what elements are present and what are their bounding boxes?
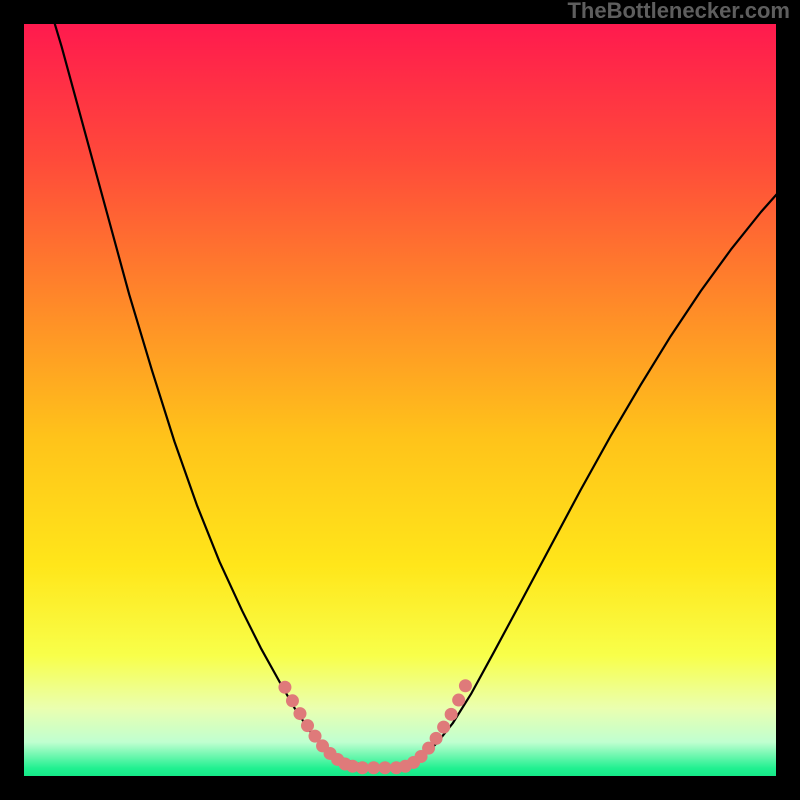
- highlight-marker: [452, 694, 465, 707]
- watermark-text: TheBottlenecker.com: [567, 0, 790, 24]
- highlight-marker: [301, 719, 314, 732]
- highlight-marker: [459, 679, 472, 692]
- highlight-marker: [286, 694, 299, 707]
- curve-layer: [24, 24, 776, 776]
- highlight-marker: [437, 721, 450, 734]
- highlight-marker: [367, 761, 380, 774]
- highlight-marker: [278, 681, 291, 694]
- chart-frame: TheBottlenecker.com: [0, 0, 800, 800]
- highlight-marker: [293, 707, 306, 720]
- highlight-marker: [378, 761, 391, 774]
- highlight-marker: [356, 761, 369, 774]
- plot-area: [24, 24, 776, 776]
- bottleneck-curve: [50, 24, 776, 767]
- highlight-marker: [445, 708, 458, 721]
- highlight-marker: [430, 732, 443, 745]
